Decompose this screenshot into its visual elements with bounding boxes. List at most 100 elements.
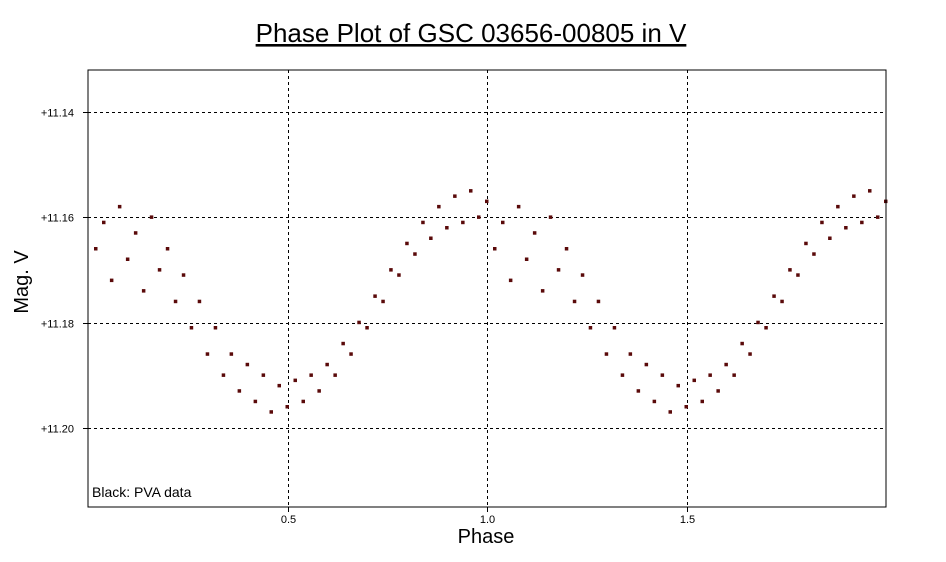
data-point [373,294,377,298]
data-point [285,405,289,409]
data-point [580,273,585,277]
data-point [844,226,848,230]
data-point [644,362,649,367]
data-point [692,378,696,383]
data-point [325,362,329,367]
y-tick-label: +11.14 [41,108,74,120]
data-point [604,352,609,356]
chart-title: Phase Plot of GSC 03656-00805 in V [256,18,687,48]
data-point [532,231,537,235]
data-point [125,257,130,261]
data-point [301,399,305,404]
data-point [628,352,633,356]
data-point [149,215,154,219]
data-point [141,289,146,293]
data-point [764,326,768,330]
data-point [652,399,657,404]
data-point [102,220,106,225]
data-point [572,299,577,304]
data-point [397,273,401,277]
data-point [421,220,425,225]
data-point [788,268,792,272]
data-point [461,220,465,225]
data-point [109,278,114,283]
data-point [860,220,864,225]
data-point [724,362,728,367]
data-point [708,373,712,377]
data-point [445,226,449,230]
data-point [189,326,194,330]
data-point [876,215,880,219]
data-point [349,352,353,356]
data-point [501,220,505,225]
x-tick-label: 0.5 [281,514,296,526]
data-point [469,189,473,193]
data-point [221,373,226,377]
y-tick-label: +11.18 [41,319,74,331]
data-points [94,189,888,414]
data-point [133,231,138,235]
data-point [453,194,457,198]
data-point [700,399,704,404]
data-point [620,373,625,377]
data-point [261,373,266,377]
data-point [540,289,545,293]
data-point [780,299,784,304]
data-point [676,383,680,388]
data-point [389,268,393,272]
data-point [524,257,529,261]
x-axis-ticks: 0.5 1.0 1.5 [281,507,695,526]
data-point [237,389,242,393]
data-point [796,273,800,277]
data-point [612,326,617,330]
data-point [317,389,321,393]
data-point [508,278,513,283]
data-point [852,194,856,198]
grid-lines [88,70,886,507]
data-point [253,399,258,404]
data-point [437,204,441,209]
data-point [277,383,281,388]
data-point [548,215,553,219]
data-point [381,299,385,304]
y-axis-ticks: +11.14 +11.16 +11.18 +11.20 [41,108,88,436]
data-point [812,252,816,256]
data-point [748,352,752,356]
data-point [820,220,824,225]
data-point [429,236,433,240]
data-point [309,373,313,377]
data-point [556,268,561,272]
data-point [485,199,489,204]
data-point [684,405,688,409]
data-point [269,410,273,414]
data-point [245,362,250,367]
data-point [756,320,760,325]
data-point [405,241,409,246]
data-point [596,299,601,304]
x-axis-label: Phase [458,526,515,548]
data-point [772,294,776,298]
data-point [668,410,672,414]
data-point [157,268,162,272]
data-point [117,204,122,209]
data-point [716,389,720,393]
y-axis-label: Mag. V [11,250,33,314]
y-tick-label: +11.20 [41,424,74,436]
data-point [868,189,872,193]
data-point [836,204,840,209]
data-point [181,273,186,277]
legend-entry: Black: PVA data [92,484,192,500]
x-tick-label: 1.5 [680,514,695,526]
data-point [413,252,417,256]
data-point [804,241,808,246]
data-point [173,299,178,304]
data-point [588,326,593,330]
x-tick-label: 1.0 [480,514,495,526]
data-point [740,341,744,346]
data-point [636,389,641,393]
data-point [205,352,210,356]
data-point [660,373,665,377]
data-point [333,373,337,377]
y-tick-label: +11.16 [41,213,74,225]
